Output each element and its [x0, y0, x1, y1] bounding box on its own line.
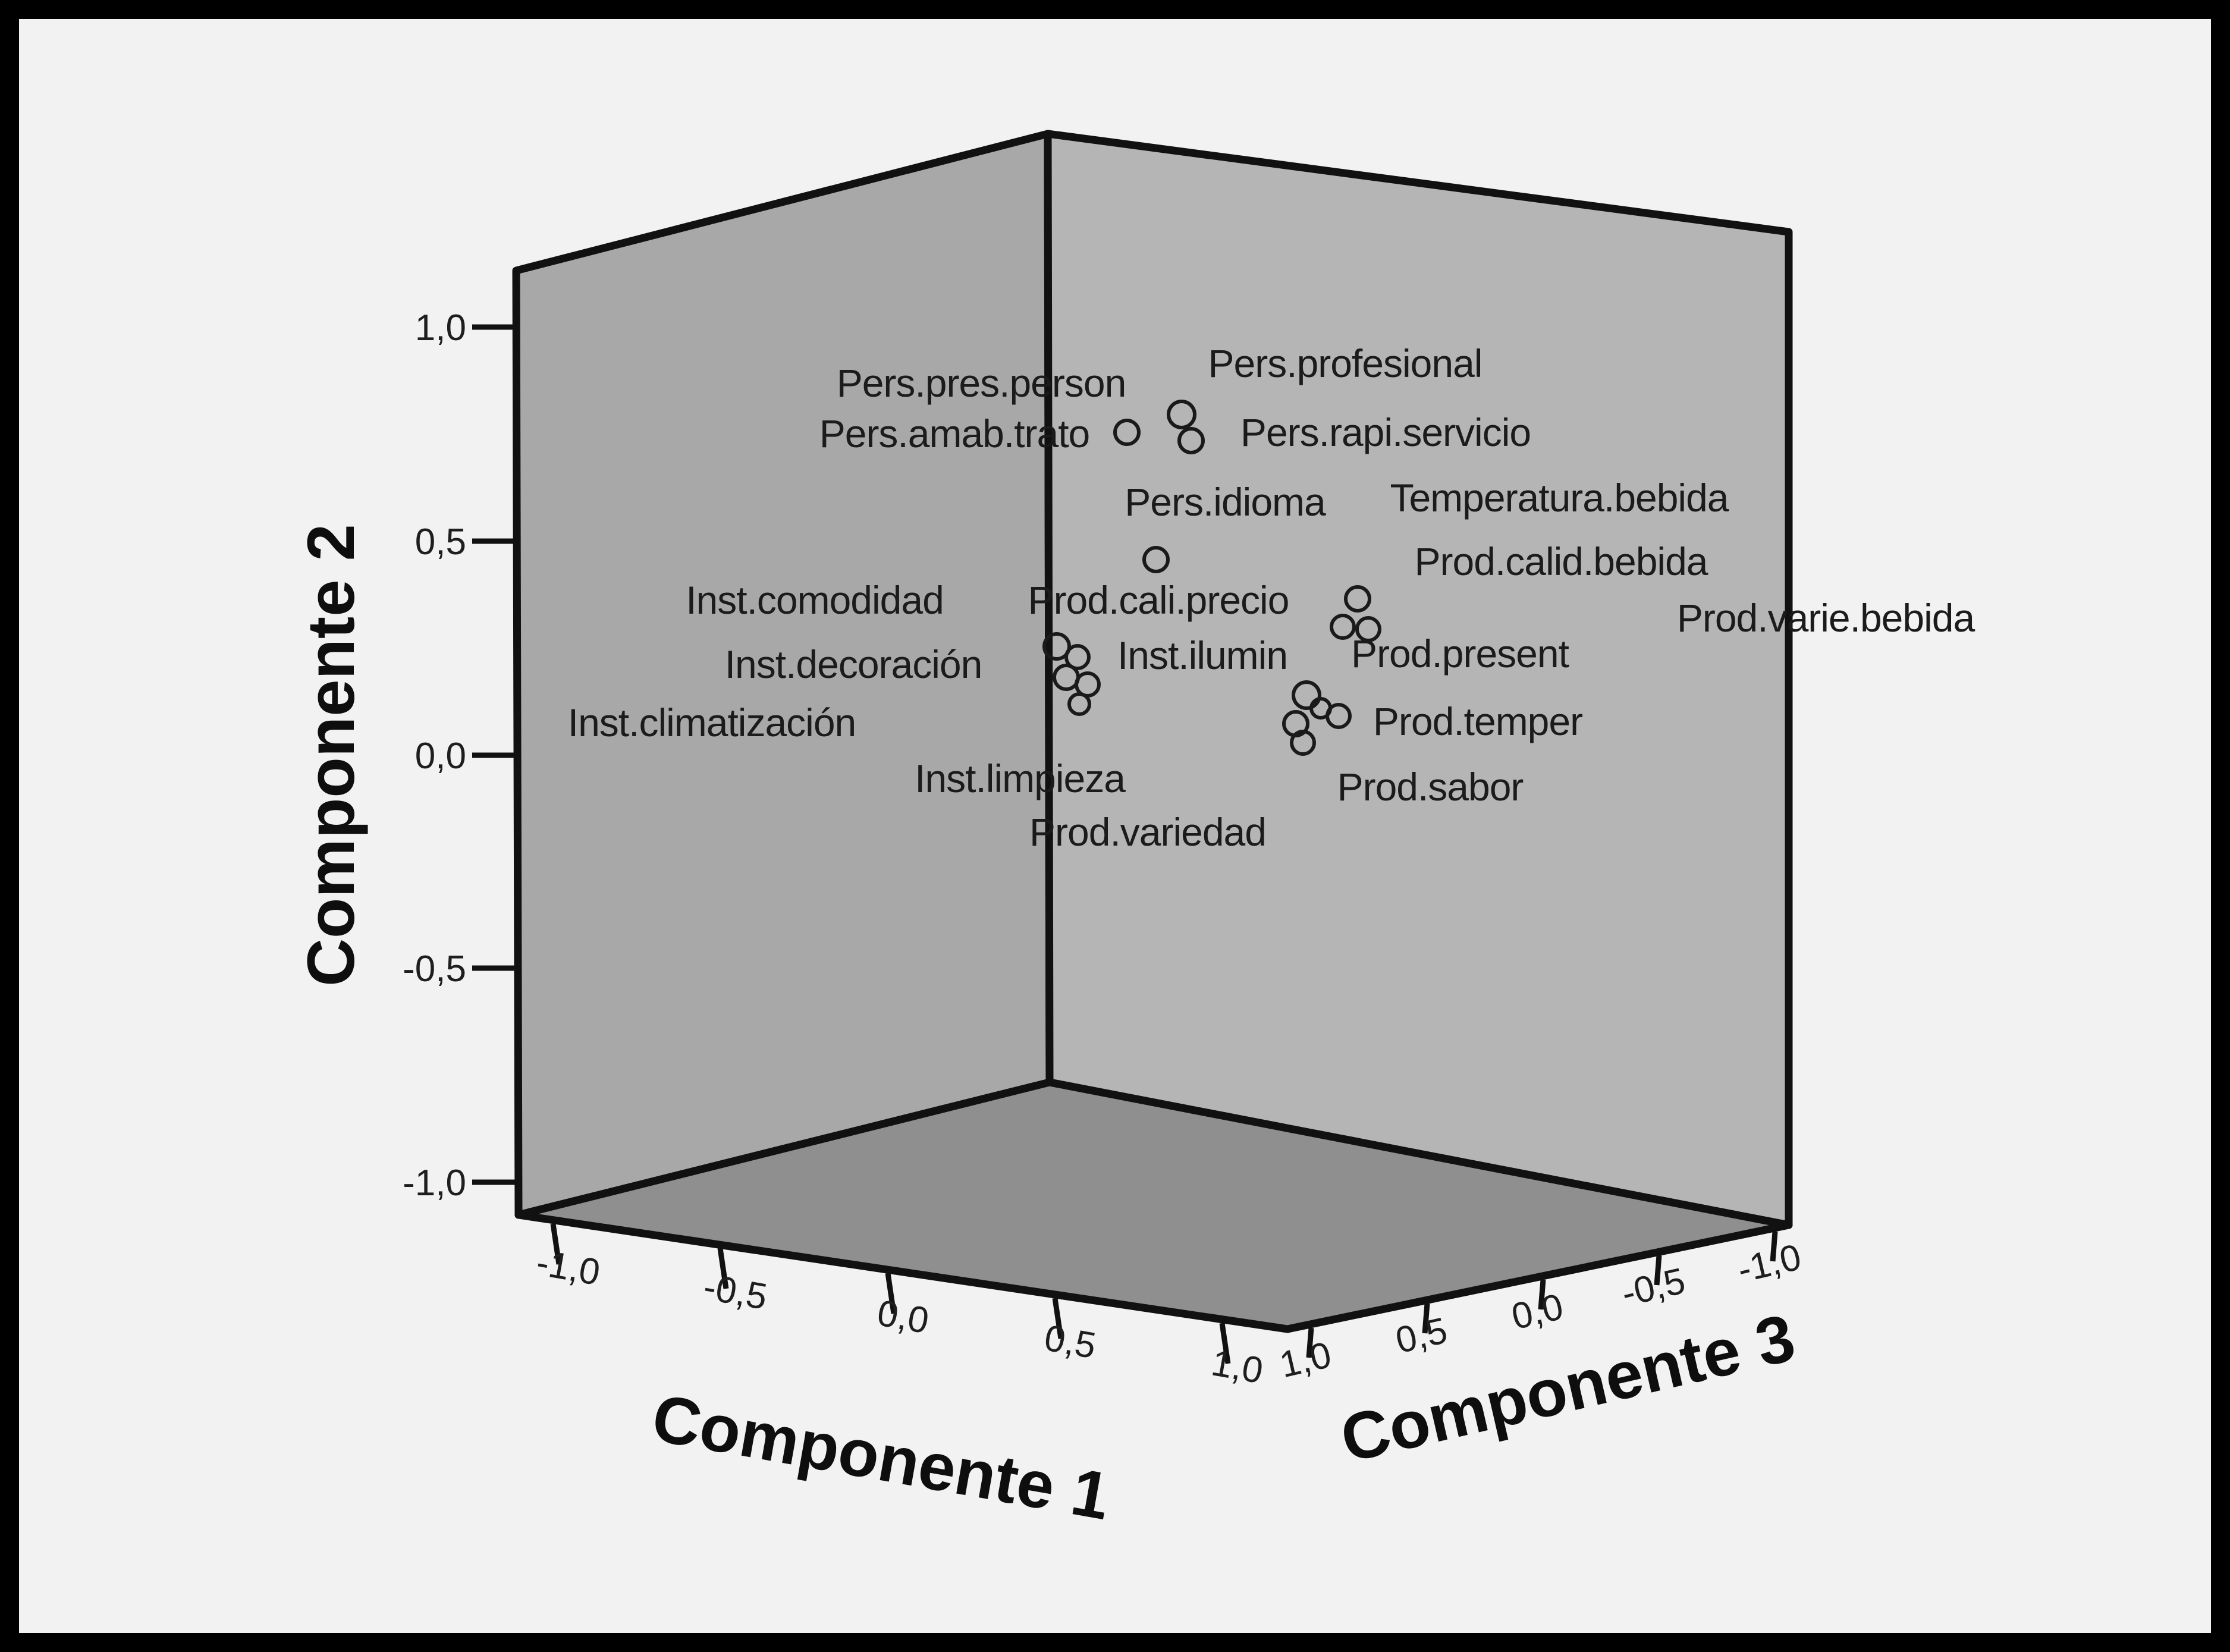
- data-point-label: Prod.varie.bebida: [1677, 596, 1975, 640]
- data-point-label: Inst.climatización: [568, 701, 856, 745]
- data-point-marker: [1042, 632, 1071, 661]
- data-point-marker: [1344, 585, 1371, 613]
- z-axis-tick-mark: [1306, 1327, 1314, 1358]
- x-axis-tick-mark: [1219, 1323, 1231, 1364]
- data-point-label: Temperatura.bebida: [1390, 476, 1729, 520]
- z-axis-tick-mark: [1422, 1303, 1430, 1334]
- data-point-label: Prod.sabor: [1337, 765, 1524, 809]
- data-point-label: Pers.idioma: [1125, 480, 1326, 524]
- data-point-markers: [1042, 400, 1381, 756]
- data-point-marker: [1142, 546, 1170, 573]
- data-point-marker: [1067, 692, 1091, 716]
- data-point-label: Pers.pres.person: [837, 361, 1126, 405]
- cube: [512, 130, 1793, 1333]
- z-axis-tick-mark: [1538, 1279, 1546, 1310]
- x-axis-tick-mark: [717, 1248, 729, 1289]
- x-axis-tick-label: 0,0: [874, 1292, 932, 1342]
- y-axis-title: Componente 2: [294, 524, 368, 987]
- data-point-label: Inst.ilumin: [1117, 633, 1287, 677]
- data-point-label: Prod.variedad: [1029, 810, 1266, 854]
- x-axis-tick-label: 1,0: [1208, 1342, 1266, 1392]
- data-point-label: Pers.amab.trato: [819, 412, 1090, 456]
- data-point-labels: Pers.pres.person Pers.profesional Pers.ama…: [568, 341, 1976, 854]
- data-point-label: Prod.temper: [1373, 699, 1582, 743]
- axis-ticks: 1,00,50,0-0,5-1,0-1,0 -0,5 0,00,51,0 1,0 0,5…: [403, 307, 1805, 1392]
- y-axis-tick-label: 0,5: [415, 522, 466, 563]
- cube-wall-right: [1044, 130, 1793, 1229]
- data-point-label: Inst.comodidad: [686, 578, 944, 622]
- x-axis-tick-mark: [550, 1223, 562, 1265]
- data-point-label: Prod.calid.bebida: [1414, 539, 1708, 583]
- x-axis-tick-mark: [1052, 1298, 1064, 1339]
- data-point-marker: [1292, 680, 1321, 710]
- data-point-marker: [1064, 644, 1091, 670]
- y-axis-tick-label: 0,0: [415, 736, 466, 777]
- data-point-label: Prod.cali.precio: [1028, 578, 1289, 622]
- data-point-label: Inst.decoración: [725, 642, 982, 686]
- data-point-label: Pers.rapi.servicio: [1240, 410, 1531, 454]
- data-point-marker: [1113, 419, 1141, 446]
- y-axis-tick-label: -0,5: [403, 949, 466, 990]
- cube-floor: [514, 1078, 1793, 1333]
- z-axis-tick-mark: [1770, 1231, 1778, 1262]
- x-axis-tick-label: 0,5: [1041, 1317, 1099, 1367]
- data-point-label: Pers.profesional: [1208, 341, 1483, 385]
- x-axis-tick-mark: [885, 1273, 897, 1314]
- data-point-marker: [1167, 400, 1196, 429]
- data-point-label: Prod.present: [1351, 632, 1569, 676]
- y-axis-tick-label: -1,0: [403, 1163, 466, 1204]
- z-axis-tick-mark: [1654, 1255, 1662, 1286]
- data-point-marker: [1330, 614, 1356, 640]
- data-point-label: Inst.limpieza: [915, 756, 1126, 800]
- data-point-marker: [1177, 427, 1205, 454]
- data-point-marker: [1309, 697, 1332, 720]
- y-axis-tick-label: 1,0: [415, 307, 466, 348]
- data-point-marker: [1355, 616, 1381, 642]
- data-point-marker: [1290, 730, 1316, 756]
